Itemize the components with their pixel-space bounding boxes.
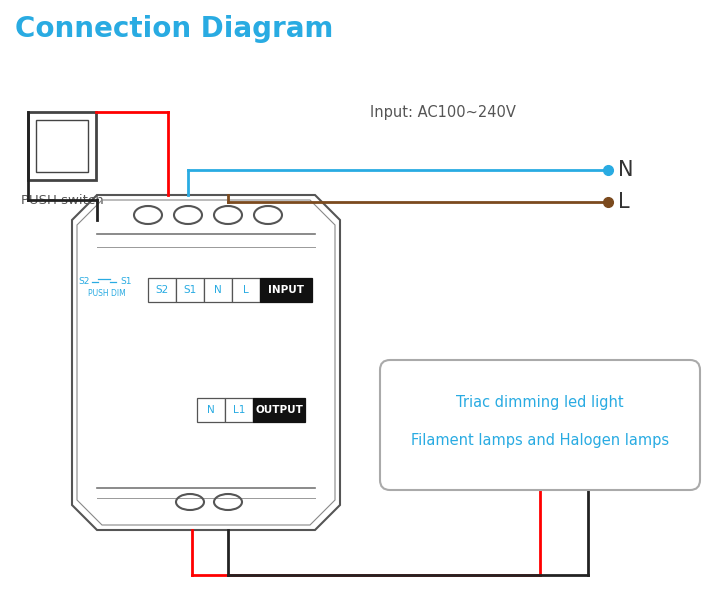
- Text: Filament lamps and Halogen lamps: Filament lamps and Halogen lamps: [411, 433, 669, 448]
- Text: N: N: [214, 285, 222, 295]
- FancyBboxPatch shape: [204, 278, 232, 302]
- FancyBboxPatch shape: [260, 278, 312, 302]
- Polygon shape: [72, 195, 340, 530]
- FancyBboxPatch shape: [232, 278, 260, 302]
- FancyBboxPatch shape: [225, 398, 253, 422]
- FancyBboxPatch shape: [253, 398, 305, 422]
- FancyBboxPatch shape: [197, 398, 225, 422]
- Text: Connection Diagram: Connection Diagram: [15, 15, 334, 43]
- Text: INPUT: INPUT: [268, 285, 304, 295]
- Text: S1: S1: [183, 285, 196, 295]
- Text: S2: S2: [78, 278, 89, 287]
- Text: Triac dimming led light: Triac dimming led light: [456, 394, 624, 410]
- Text: S2: S2: [155, 285, 169, 295]
- FancyBboxPatch shape: [176, 278, 204, 302]
- Text: L1: L1: [233, 405, 245, 415]
- FancyBboxPatch shape: [36, 120, 88, 172]
- FancyBboxPatch shape: [148, 278, 176, 302]
- Text: N: N: [207, 405, 215, 415]
- Text: PUSH switch: PUSH switch: [20, 194, 104, 206]
- Text: N: N: [618, 160, 634, 180]
- Text: S1: S1: [120, 278, 131, 287]
- Text: Input: AC100~240V: Input: AC100~240V: [370, 105, 516, 120]
- Text: PUSH DIM: PUSH DIM: [88, 290, 125, 298]
- FancyBboxPatch shape: [28, 112, 96, 180]
- Text: L: L: [618, 192, 629, 212]
- FancyBboxPatch shape: [380, 360, 700, 490]
- Text: OUTPUT: OUTPUT: [255, 405, 303, 415]
- Text: L: L: [243, 285, 249, 295]
